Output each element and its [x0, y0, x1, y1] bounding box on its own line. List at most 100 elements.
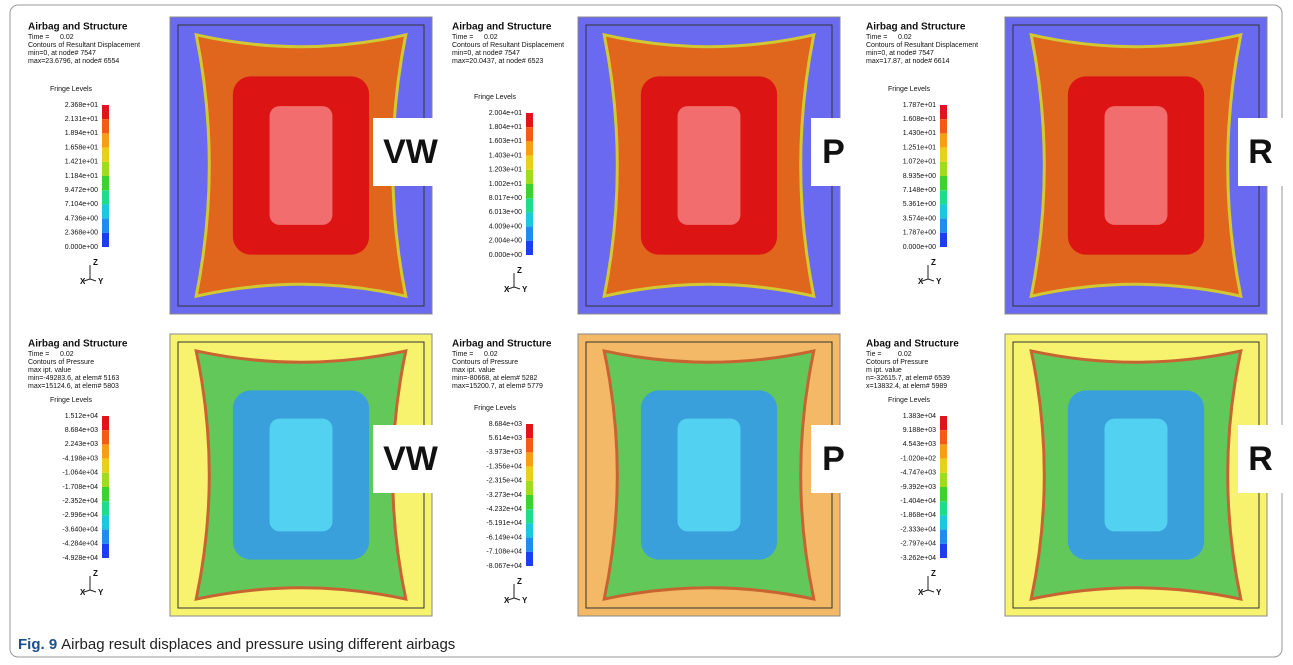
fringe-level: -1.356e+04: [486, 463, 522, 470]
fringe-level: 1.430e+01: [903, 130, 936, 137]
triad-label: X: [504, 596, 510, 605]
time-value: 0.02: [898, 34, 912, 41]
triad-axis: [90, 279, 96, 281]
color-bar-segment: [102, 515, 109, 529]
header-min: min=0, at node# 7547: [866, 50, 934, 57]
fringe-level: 2.131e+01: [65, 116, 98, 123]
fringe-level: -1.708e+04: [62, 484, 98, 491]
header-max: max=17.87, at node# 6614: [866, 58, 950, 65]
page: VWAirbag and StructureTime =0.02Contours…: [0, 0, 1293, 665]
caption-label: Fig. 9: [18, 636, 57, 653]
fringe-level: 8.684e+03: [489, 421, 522, 428]
triad-label: X: [80, 588, 86, 597]
fringe-level: 8.684e+03: [65, 427, 98, 434]
color-bar-segment: [102, 105, 109, 119]
color-bar-segment: [526, 452, 533, 466]
triad-label: Y: [98, 277, 104, 286]
header-note: max ipt. value: [452, 367, 495, 374]
airbag-center: [678, 106, 741, 225]
fringe-level: -1.868e+04: [900, 512, 936, 519]
color-bar-segment: [526, 170, 533, 184]
color-bar-segment: [940, 487, 947, 501]
color-bar-segment: [526, 184, 533, 198]
fringe-level: -5.191e+04: [486, 520, 522, 527]
header-max: max=20.0437, at node# 6523: [452, 58, 543, 65]
header-min: min=0, at node# 7547: [28, 50, 96, 57]
fringe-title: Fringe Levels: [888, 86, 931, 93]
fringe-level: -2.352e+04: [62, 498, 98, 505]
triad-axis: [928, 279, 934, 281]
color-bar-segment: [940, 190, 947, 204]
fringe-level: 2.368e+01: [65, 102, 98, 109]
panel-title: Abag and Structure: [866, 339, 959, 350]
fringe-level: -2.797e+04: [900, 541, 936, 548]
triad-axis: [928, 590, 934, 592]
time-label: Time =: [28, 351, 49, 358]
caption-text: Airbag result displaces and pressure usi…: [61, 636, 455, 653]
fringe-level: -1.064e+04: [62, 470, 98, 477]
triad-label: X: [918, 588, 924, 597]
fringe-level: 4.736e+00: [65, 215, 98, 222]
time-label: Time =: [452, 34, 473, 41]
fringe-level: 2.368e+00: [65, 230, 98, 237]
fringe-level: -3.973e+03: [486, 449, 522, 456]
triad-label: Y: [936, 588, 942, 597]
color-bar-segment: [940, 119, 947, 133]
fringe-level: 1.403e+01: [489, 152, 522, 159]
fringe-level: 1.894e+01: [65, 130, 98, 137]
color-bar-segment: [940, 204, 947, 218]
color-bar-segment: [526, 424, 533, 438]
figure-panels: VWAirbag and StructureTime =0.02Contours…: [0, 0, 1293, 665]
airbag-center: [270, 106, 333, 225]
fringe-level: 8.935e+00: [903, 173, 936, 180]
color-bar-segment: [940, 530, 947, 544]
triad-label: X: [504, 285, 510, 294]
triad-label: Z: [931, 258, 936, 267]
fringe-level: -4.747e+03: [900, 470, 936, 477]
fringe-level: -1.020e+02: [900, 455, 936, 462]
header-contour: Contours of Pressure: [452, 359, 518, 366]
color-bar-segment: [526, 156, 533, 170]
color-bar-segment: [102, 133, 109, 147]
color-bar-segment: [526, 438, 533, 452]
header-note: m ipt. value: [866, 367, 902, 374]
fringe-level: 6.013e+00: [489, 209, 522, 216]
color-bar-segment: [940, 515, 947, 529]
fringe-level: -2.333e+04: [900, 526, 936, 533]
color-bar-segment: [102, 162, 109, 176]
color-bar-segment: [526, 212, 533, 226]
color-bar-segment: [940, 416, 947, 430]
triad-label: Z: [93, 258, 98, 267]
airbag-center: [1105, 419, 1168, 532]
fringe-level: 9.188e+03: [903, 427, 936, 434]
triad-label: Y: [522, 285, 528, 294]
color-bar-segment: [102, 430, 109, 444]
header-contour: Cotours of Pressure: [866, 359, 928, 366]
fringe-level: 4.009e+00: [489, 223, 522, 230]
panel-title: Airbag and Structure: [28, 22, 128, 33]
color-bar-segment: [102, 473, 109, 487]
triad-label: Z: [931, 569, 936, 578]
fringe-title: Fringe Levels: [474, 405, 517, 412]
header-max: max=15124.6, at elem# 5803: [28, 383, 119, 390]
fringe-level: -2.315e+04: [486, 478, 522, 485]
fringe-level: 2.004e+01: [489, 110, 522, 117]
color-bar-segment: [102, 544, 109, 558]
color-bar-segment: [526, 198, 533, 212]
color-bar-segment: [940, 133, 947, 147]
fringe-title: Fringe Levels: [474, 94, 517, 101]
time-label: Time =: [452, 351, 473, 358]
fringe-level: 1.251e+01: [903, 144, 936, 151]
color-bar-segment: [102, 176, 109, 190]
fringe-level: -3.640e+04: [62, 526, 98, 533]
color-bar-segment: [940, 148, 947, 162]
triad-label: Z: [517, 266, 522, 275]
time-value: 0.02: [60, 351, 74, 358]
fringe-level: 1.804e+01: [489, 124, 522, 131]
color-bar-segment: [526, 552, 533, 566]
time-label: Time =: [28, 34, 49, 41]
fringe-level: 1.787e+01: [903, 102, 936, 109]
color-bar-segment: [102, 204, 109, 218]
time-value: 0.02: [484, 351, 498, 358]
